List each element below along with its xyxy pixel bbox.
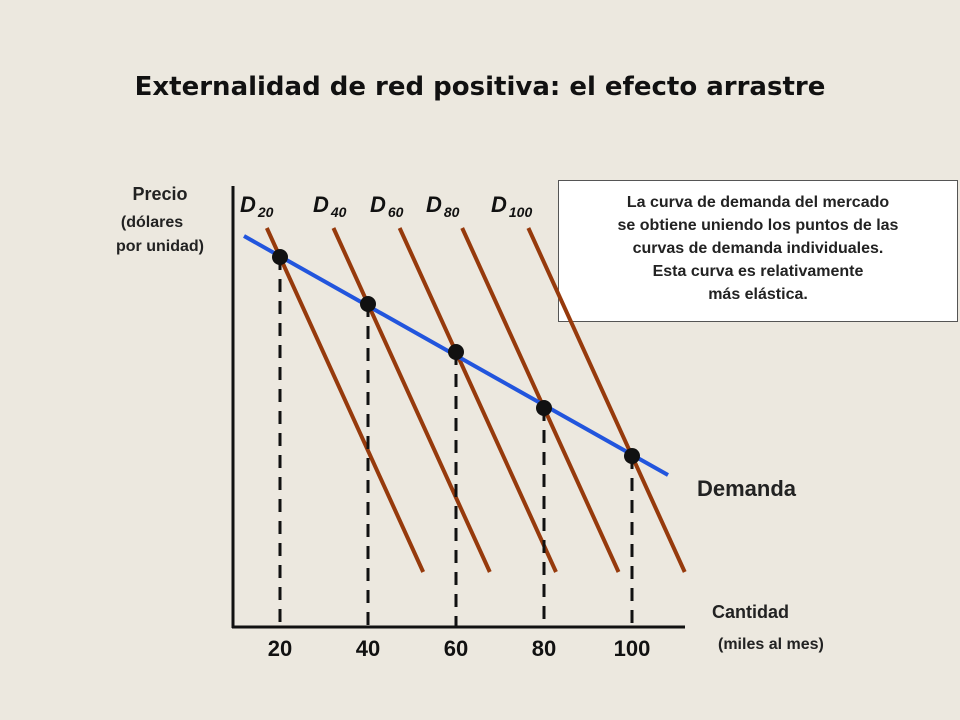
annotation-line: se obtiene uniendo los puntos de las bbox=[617, 217, 899, 234]
market-demand-point bbox=[448, 344, 464, 360]
individual-demand-curve bbox=[397, 227, 558, 573]
annotation-line: curvas de demanda individuales. bbox=[632, 240, 884, 257]
individual-curve-label: D 100 bbox=[491, 192, 532, 220]
x-axis-label: Cantidad bbox=[712, 602, 790, 622]
x-tick-label: 100 bbox=[614, 636, 651, 661]
x-tick-label: 80 bbox=[532, 636, 556, 661]
individual-demand-curve bbox=[331, 227, 492, 573]
y-axis-label: Precio bbox=[132, 184, 188, 204]
x-tick-label: 20 bbox=[268, 636, 292, 661]
x-tick-label: 40 bbox=[356, 636, 380, 661]
market-demand-point bbox=[536, 400, 552, 416]
market-demand-point bbox=[272, 249, 288, 265]
individual-curve-label: D 80 bbox=[426, 192, 460, 220]
market-demand-point bbox=[624, 448, 640, 464]
x-axis-unit: (miles al mes) bbox=[718, 636, 824, 653]
annotation-line: Esta curva es relativamente bbox=[652, 263, 864, 280]
individual-curve-label: D 40 bbox=[313, 192, 347, 220]
annotation-box: La curva de demanda del mercado se obtie… bbox=[558, 180, 958, 322]
individual-demand-curve bbox=[264, 227, 426, 573]
chart-title: Externalidad de red positiva: el efecto … bbox=[134, 72, 826, 102]
x-tick-label: 60 bbox=[444, 636, 468, 661]
market-demand-label: Demanda bbox=[697, 476, 797, 501]
y-axis-unit-line-2: por unidad) bbox=[116, 238, 204, 255]
individual-demand-curve bbox=[460, 227, 621, 573]
individual-demand-curve bbox=[526, 227, 687, 573]
annotation-line: más elástica. bbox=[708, 286, 808, 303]
market-demand-point bbox=[360, 296, 376, 312]
annotation-line: La curva de demanda del mercado bbox=[626, 194, 890, 211]
individual-curve-label: D 20 bbox=[240, 192, 274, 220]
individual-curve-label: D 60 bbox=[370, 192, 404, 220]
y-axis-unit-line-1: (dólares bbox=[120, 214, 184, 231]
